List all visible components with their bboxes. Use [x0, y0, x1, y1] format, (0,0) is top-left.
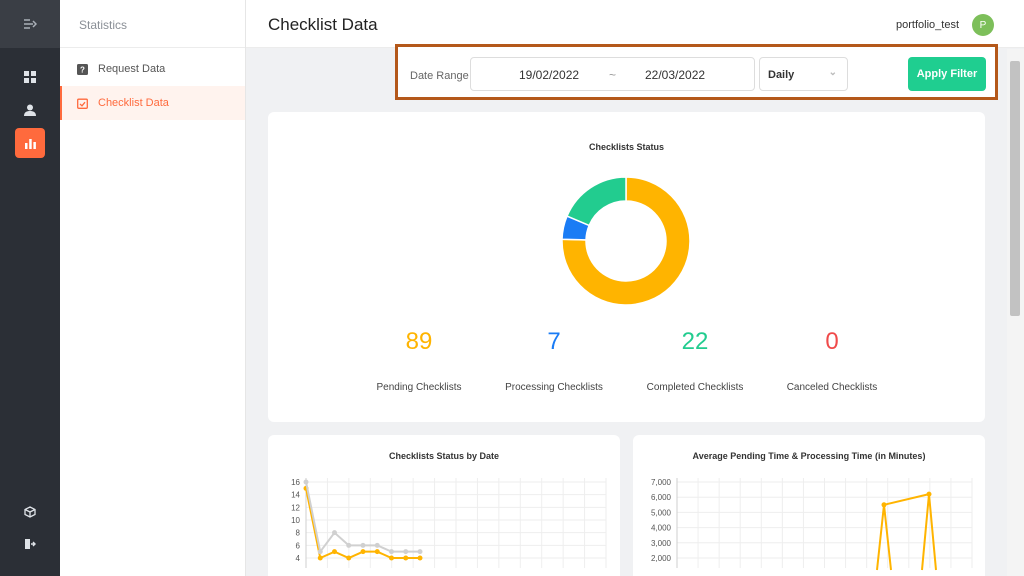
data-point[interactable] [389, 549, 394, 555]
period-select[interactable]: Daily ⌄ [759, 57, 848, 91]
users-nav-button[interactable] [15, 95, 45, 125]
date-to[interactable]: 22/03/2022 [645, 68, 706, 82]
completed-label: Completed Checklists [646, 382, 744, 393]
processing-count: 7 [547, 328, 561, 355]
data-point[interactable] [317, 549, 323, 555]
chevron-down-icon: ⌄ [828, 67, 837, 78]
card-title: Checklists Status [588, 142, 665, 152]
avg-time-chart: 7,000 6,000 5,000 4,000 3,000 2,000 [651, 478, 973, 571]
date-range-label: Date Range [410, 70, 469, 82]
status-donut-chart [561, 176, 691, 306]
data-point[interactable] [417, 549, 423, 555]
y-tick-label: 6,000 [651, 493, 672, 502]
data-point[interactable] [374, 542, 380, 548]
y-tick-label: 5,000 [651, 508, 672, 517]
data-point[interactable] [403, 555, 409, 561]
card-title: Average Pending Time & Processing Time (… [692, 451, 926, 461]
date-range-picker[interactable]: 19/02/2022 ~ 22/03/2022 [470, 57, 755, 91]
scroll-thumb[interactable] [1010, 61, 1020, 316]
series-spike [876, 504, 892, 571]
data-point[interactable] [417, 555, 423, 561]
page-title: Checklist Data [268, 15, 378, 34]
data-point[interactable] [403, 549, 409, 555]
sidebar-title: Statistics [60, 0, 245, 48]
data-point[interactable] [332, 549, 337, 555]
pending-label: Pending Checklists [376, 382, 462, 393]
y-tick-label: 6 [296, 541, 301, 550]
dashboard-icon [24, 71, 36, 83]
canceled-count: 0 [825, 328, 839, 355]
avatar[interactable]: P [972, 14, 994, 36]
data-point[interactable] [346, 542, 352, 548]
y-tick-label: 10 [291, 516, 300, 525]
statistics-icon [24, 139, 36, 149]
canceled-label: Canceled Checklists [786, 382, 878, 393]
data-point[interactable] [360, 549, 366, 555]
series-line [305, 481, 420, 555]
svg-text:?: ? [80, 65, 85, 74]
pending-count: 89 [405, 328, 433, 355]
checklist-icon [77, 98, 88, 109]
y-tick-label: 12 [291, 503, 300, 512]
avg-time-card: Average Pending Time & Processing Time (… [633, 435, 985, 576]
data-point[interactable] [332, 530, 337, 536]
question-icon: ? [77, 63, 88, 75]
canceled-stat: 0 Canceled Checklists [762, 328, 902, 393]
period-value: Daily [768, 69, 795, 81]
data-point[interactable] [374, 549, 380, 555]
data-point[interactable] [303, 479, 309, 485]
status-by-date-chart: 16 14 12 10 8 6 4 [291, 478, 607, 568]
y-tick-label: 3,000 [651, 539, 672, 548]
sidebar: Statistics ? Request Data Checklist Data [60, 0, 246, 576]
icon-rail [0, 0, 60, 576]
pending-stat: 89 Pending Checklists [349, 328, 489, 393]
data-point[interactable] [317, 555, 323, 561]
sidebar-item-label: Request Data [98, 63, 166, 75]
box-nav-button[interactable] [15, 497, 45, 527]
logout-icon [25, 539, 36, 549]
status-by-date-card: Checklists Status by Date 16 14 12 10 8 6 4 [268, 435, 620, 576]
checklist-status-card: Checklists Status 89 Pending Checklists … [268, 112, 985, 422]
dashboard-nav-button[interactable] [15, 62, 45, 92]
collapse-menu-button[interactable] [0, 0, 60, 48]
data-point[interactable] [389, 555, 394, 561]
date-from[interactable]: 19/02/2022 [519, 68, 580, 82]
sidebar-item-checklist-data[interactable]: Checklist Data [60, 86, 245, 120]
collapse-icon [24, 19, 37, 29]
y-tick-label: 7,000 [651, 478, 672, 487]
y-tick-label: 14 [291, 491, 300, 500]
sidebar-item-label: Checklist Data [98, 97, 169, 109]
completed-stat: 22 Completed Checklists [625, 328, 765, 393]
donut-slice-completed-checklists [566, 176, 627, 227]
box-icon [24, 506, 36, 518]
logout-button[interactable] [15, 529, 45, 559]
statistics-nav-button[interactable] [15, 128, 45, 158]
series-spike [921, 494, 937, 571]
date-separator: ~ [609, 68, 617, 82]
processing-label: Processing Checklists [505, 382, 603, 393]
y-tick-label: 8 [296, 529, 301, 538]
series-line [883, 493, 930, 506]
completed-count: 22 [681, 328, 709, 355]
header: Checklist Data portfolio_test P [246, 0, 1024, 48]
donut-slice-pending-checklists [561, 176, 691, 306]
y-tick-label: 4 [296, 554, 301, 563]
apply-filter-button[interactable]: Apply Filter [908, 57, 986, 91]
page-scrollbar[interactable] [1007, 49, 1024, 576]
data-point[interactable] [346, 555, 352, 561]
user-name[interactable]: portfolio_test [896, 19, 959, 31]
y-tick-label: 2,000 [651, 554, 672, 563]
user-icon [24, 104, 36, 116]
card-title: Checklists Status by Date [388, 451, 500, 461]
data-point[interactable] [360, 542, 366, 548]
processing-stat: 7 Processing Checklists [484, 328, 624, 393]
y-tick-label: 4,000 [651, 524, 672, 533]
y-tick-label: 16 [291, 478, 300, 487]
date-filter-panel: Date Range 19/02/2022 ~ 22/03/2022 Daily… [395, 44, 998, 100]
sidebar-item-request-data[interactable]: ? Request Data [60, 52, 245, 86]
